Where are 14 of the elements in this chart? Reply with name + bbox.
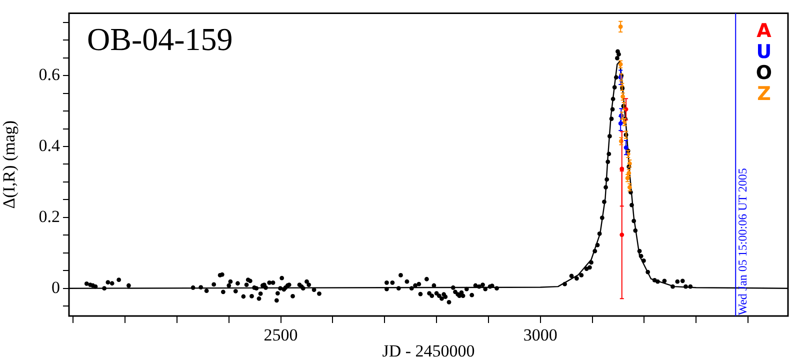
annotation: Wed Jan 05 15:00:06 UT 2005	[736, 168, 750, 316]
y-tick-label: 0.2	[38, 206, 60, 226]
text: Z	[757, 83, 771, 106]
x-tick-label: 2500	[264, 326, 298, 345]
text: A	[756, 20, 772, 42]
y-tick-label: 0	[52, 278, 60, 297]
y-tick-label: 0.4	[38, 136, 60, 155]
chart-title: OB-04-159	[87, 21, 233, 58]
y-axis-title: Δ(I,R) (mag)	[0, 120, 19, 209]
y-tick-label: 0.6	[38, 65, 60, 84]
text: O	[756, 62, 772, 84]
x-tick-label: 3000	[523, 326, 558, 345]
text: U	[756, 41, 772, 64]
x-axis-title: JD - 2450000	[382, 341, 475, 360]
